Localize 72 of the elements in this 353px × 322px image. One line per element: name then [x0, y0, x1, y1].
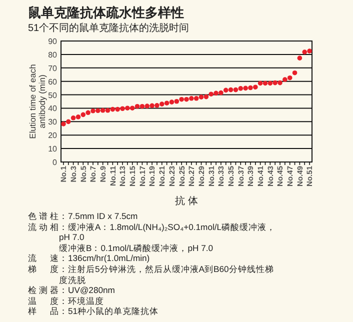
point [110, 106, 116, 112]
y-tick-label: 90 [48, 37, 58, 46]
point [150, 103, 154, 108]
point [159, 102, 164, 106]
point [184, 96, 189, 102]
text: 检测器：UV@280nm [28, 285, 116, 296]
point [262, 80, 268, 86]
point [268, 80, 273, 86]
point [154, 103, 160, 108]
point [238, 86, 244, 91]
point [86, 110, 90, 116]
point [130, 106, 135, 110]
y-tick-label: 10 [48, 144, 58, 154]
point [70, 116, 76, 120]
point [278, 80, 282, 86]
point [61, 122, 66, 126]
point [174, 98, 180, 104]
point [214, 90, 218, 96]
point [243, 86, 248, 91]
point [164, 100, 170, 106]
text: 温度：环境温度 [28, 296, 105, 306]
y-axis-title: Elution time of each antibody (min) [28, 64, 47, 139]
text: 梯度：注射后5分钟淋洗，然后从缓冲液A到B60分钟线性梯度洗脱 [28, 264, 275, 286]
point [96, 108, 100, 114]
point [204, 94, 209, 100]
point [218, 90, 224, 96]
point [80, 112, 86, 118]
point [292, 70, 298, 76]
point [297, 56, 302, 60]
point [272, 80, 278, 86]
point [233, 87, 238, 92]
text: 色谱柱：7.5mm ID x 7.5cm [28, 211, 139, 222]
point [115, 106, 120, 112]
point [120, 106, 125, 112]
point [140, 104, 145, 109]
point [144, 104, 150, 108]
text: 流速：136cm/hr(1.0mL/min) [28, 253, 151, 264]
point [208, 92, 214, 97]
point [169, 100, 174, 104]
y-tick-label: 60 [48, 77, 58, 86]
point [76, 114, 81, 120]
point [179, 96, 184, 102]
point [105, 108, 110, 113]
point [302, 50, 308, 54]
point [248, 85, 253, 90]
y-tick-label: 20 [48, 131, 58, 140]
point [100, 108, 106, 113]
point [189, 96, 194, 101]
x-axis-title: 抗 体 [175, 195, 198, 207]
y-tick-label: 50 [48, 90, 58, 100]
y-tick-label: 0 [52, 158, 58, 167]
point [194, 96, 199, 101]
point [253, 84, 258, 90]
point [282, 77, 288, 82]
y-tick-label: 80 [48, 50, 58, 60]
point [66, 119, 71, 124]
y-tick-label: 30 [48, 118, 58, 127]
point [258, 80, 263, 86]
point [134, 104, 140, 109]
point [228, 87, 234, 92]
point [287, 75, 292, 80]
chart-subtitle: 51个不同的鼠单克隆抗体的洗脱时间 [28, 22, 190, 34]
chart-title: 鼠单克隆抗体疏水性多样性 [28, 5, 184, 20]
point [125, 106, 130, 110]
y-tick-label: 40 [48, 104, 58, 114]
point [223, 88, 228, 93]
point [198, 94, 204, 100]
text: 样品：51种小鼠的单克隆抗体 [28, 306, 160, 317]
point [307, 48, 312, 54]
y-tick-label: 70 [48, 64, 58, 73]
point [90, 108, 96, 114]
text: 流动相：缓冲液A：1.8mol/L(NH₄)₂SO₄+0.1mol/L磷酸缓冲液，pH 7.0 缓冲液B：0.1mol/L磷酸缓冲液，pH 7.0 [28, 222, 277, 254]
